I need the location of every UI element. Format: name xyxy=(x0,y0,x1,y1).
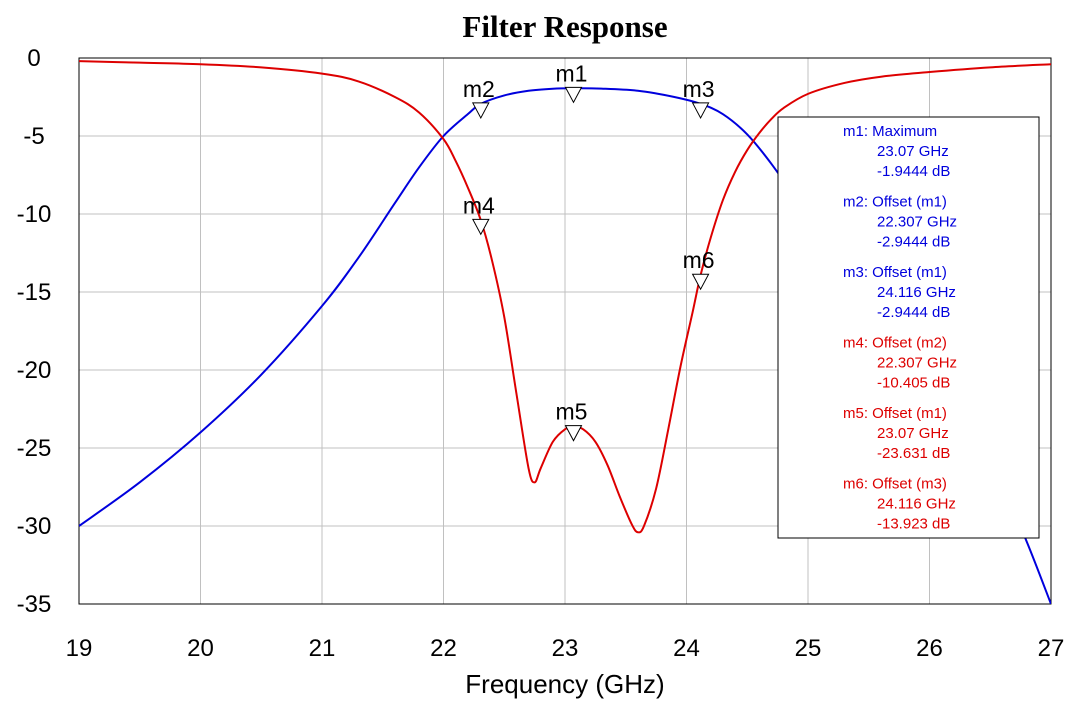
marker-triangle xyxy=(471,102,490,119)
marker-label: m3 xyxy=(683,76,715,102)
legend-line: 24.116 GHz xyxy=(877,496,956,513)
marker-m6: m6 xyxy=(683,247,715,291)
plot-area-border xyxy=(78,57,1052,605)
y-tick-label: -15 xyxy=(17,279,52,306)
legend-line: -2.9444 dB xyxy=(877,304,950,321)
legend-line: m2: Offset (m1) xyxy=(843,194,947,211)
x-tick-label: 22 xyxy=(430,635,457,662)
legend-line: m3: Offset (m1) xyxy=(843,264,947,281)
x-tick-label: 24 xyxy=(673,635,700,662)
marker-layer: m1 m2 m3 m4 m5 m6 xyxy=(463,60,715,442)
marker-label: m6 xyxy=(683,247,715,273)
marker-label: m4 xyxy=(463,192,495,218)
legend-entries: m1: Maximum 23.07 GHz -1.9444 dB m2: Offset… xyxy=(843,123,957,533)
x-tick-label: 25 xyxy=(795,635,822,662)
y-tick-label: -25 xyxy=(17,435,52,462)
y-tick-label: -20 xyxy=(17,357,52,384)
legend-box xyxy=(777,116,1040,539)
y-tick-label: 0 xyxy=(27,45,40,72)
legend-line: 22.307 GHz xyxy=(877,355,957,372)
marker-label: m1 xyxy=(556,60,588,86)
legend-line: -1.9444 dB xyxy=(877,163,950,180)
marker-label: m5 xyxy=(556,399,588,425)
marker-triangle xyxy=(691,102,710,119)
legend-line: -2.9444 dB xyxy=(877,234,950,251)
legend-line: 23.07 GHz xyxy=(877,143,949,160)
legend-line: -10.405 dB xyxy=(877,375,950,392)
marker-m5: m5 xyxy=(556,399,588,442)
x-tick-label: 23 xyxy=(552,635,579,662)
chart-title: Filter Response xyxy=(462,9,667,44)
y-tick-label: -10 xyxy=(17,201,52,228)
x-tick-labels: 19 20 21 22 23 24 25 26 27 xyxy=(66,635,1065,662)
legend-line: m6: Offset (m3) xyxy=(843,476,947,493)
legend-line: 22.307 GHz xyxy=(877,214,957,231)
x-tick-label: 20 xyxy=(187,635,214,662)
marker-triangle xyxy=(564,425,583,442)
marker-triangle xyxy=(691,273,710,291)
y-tick-labels: 0 -5 -10 -15 -20 -25 -30 -35 xyxy=(17,45,52,618)
y-tick-label: -5 xyxy=(23,123,44,150)
y-tick-label: -35 xyxy=(17,591,52,618)
x-tick-label: 26 xyxy=(916,635,943,662)
legend-line: -23.631 dB xyxy=(877,445,950,462)
marker-m3: m3 xyxy=(683,76,715,119)
marker-triangle xyxy=(471,218,490,236)
legend-line: m5: Offset (m1) xyxy=(843,405,947,422)
marker-legend: m1: Maximum 23.07 GHz -1.9444 dB m2: Offset… xyxy=(777,116,1040,539)
x-tick-label: 19 xyxy=(66,635,93,662)
marker-m2: m2 xyxy=(463,76,495,119)
legend-line: -13.923 dB xyxy=(877,516,950,533)
legend-line: m4: Offset (m2) xyxy=(843,335,947,352)
marker-label: m2 xyxy=(463,76,495,102)
marker-m1: m1 xyxy=(556,60,588,104)
marker-triangle xyxy=(564,86,583,104)
legend-line: 24.116 GHz xyxy=(877,284,956,301)
x-tick-label: 27 xyxy=(1038,635,1065,662)
y-tick-label: -30 xyxy=(17,513,52,540)
x-tick-label: 21 xyxy=(309,635,336,662)
series-line-2 xyxy=(79,60,1051,534)
x-axis-label: Frequency (GHz) xyxy=(465,669,664,699)
legend-line: m1: Maximum xyxy=(843,123,937,140)
marker-m4: m4 xyxy=(463,192,495,236)
legend-line: 23.07 GHz xyxy=(877,425,949,442)
